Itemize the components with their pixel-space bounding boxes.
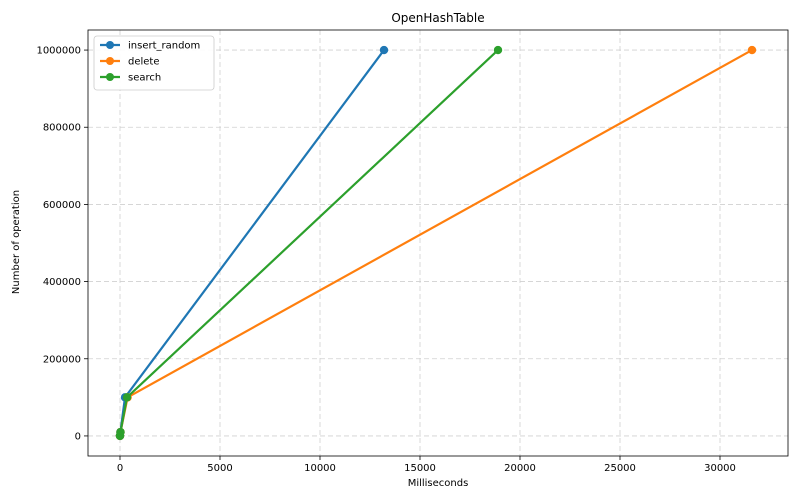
x-tick-label: 25000 [604,463,636,474]
data-point [379,45,389,55]
legend-item: insert_random [100,41,200,52]
x-tick-label: 15000 [404,463,436,474]
x-axis-title: Milliseconds [408,478,469,489]
axes-frame [87,29,789,457]
legend-marker [106,73,114,81]
x-tick-label: 5000 [207,463,232,474]
legend-label: insert_random [128,41,200,52]
data-point [493,45,503,55]
x-tick-label: 10000 [304,463,336,474]
legend-label: search [128,73,161,84]
x-tick-label: 30000 [704,463,736,474]
y-tick-label: 200000 [43,354,81,365]
legend-item: delete [100,57,160,68]
x-tick-label: 20000 [504,463,536,474]
y-tick-label: 0 [75,431,81,442]
x-tick-label: 0 [117,463,123,474]
data-point [122,393,132,402]
y-tick-label: 400000 [43,277,81,288]
legend-marker [106,41,114,49]
axis-ticks: 0 5000 10000 15000 20000 25000 30000 0 200000 400… [36,46,735,474]
legend-box [93,35,215,91]
y-tick-label: 800000 [43,123,81,134]
y-tick-label: 1000000 [36,46,81,57]
data-point [116,427,125,437]
legend-item: search [100,73,161,84]
y-axis-title: Number of operation [11,190,22,294]
legend-label: delete [128,57,160,68]
plot-area [115,45,757,441]
chart-title: OpenHashTable [391,11,484,25]
legend-marker [106,57,114,65]
y-tick-label: 600000 [43,200,81,211]
data-point [747,45,757,55]
series-search [115,45,503,441]
